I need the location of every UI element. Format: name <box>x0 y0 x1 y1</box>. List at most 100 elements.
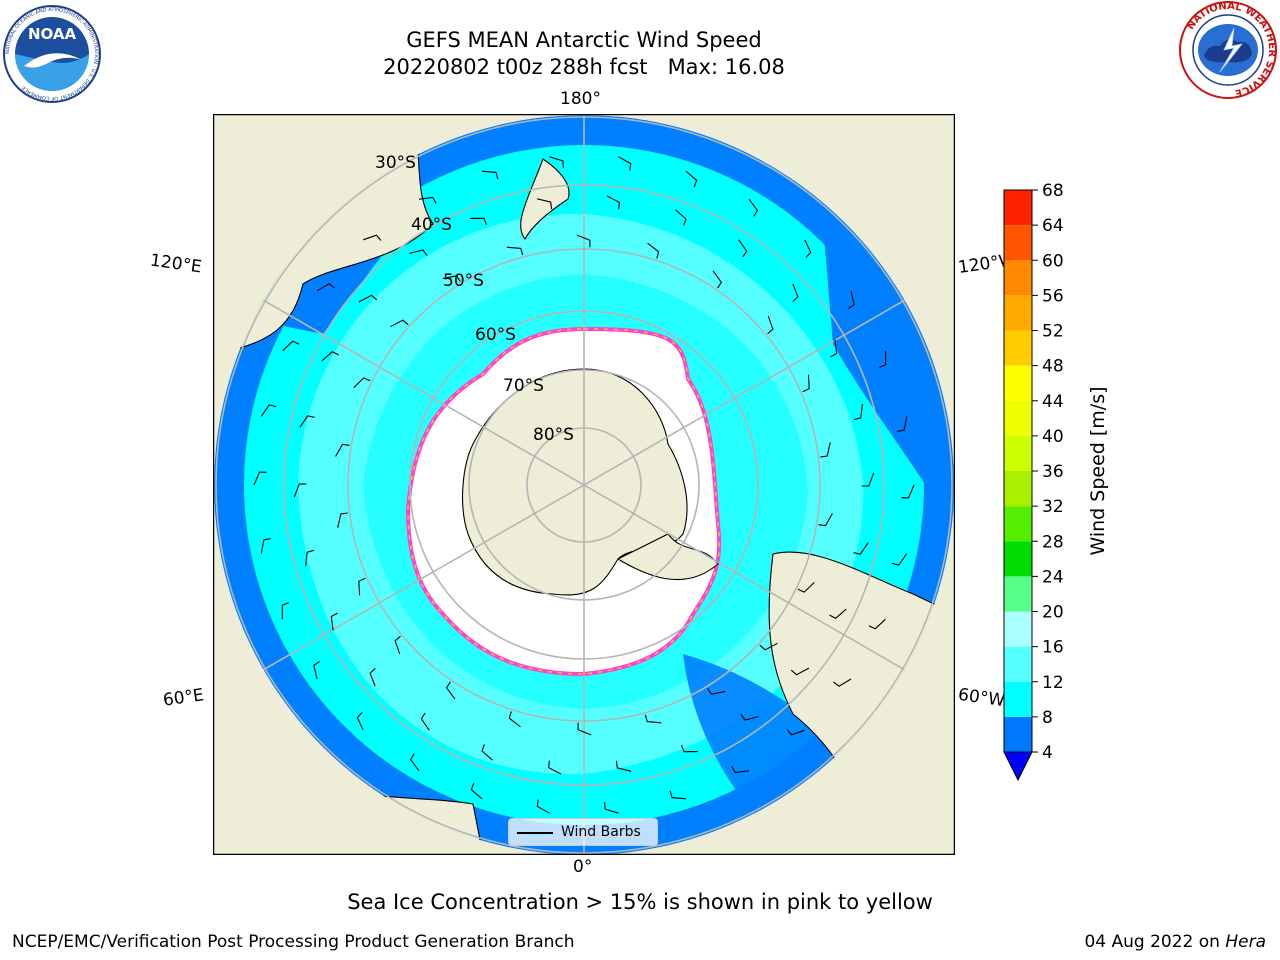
wind-barb <box>313 660 320 680</box>
footer-date: 04 Aug 2022 on <box>1084 932 1226 952</box>
lat-label-50s: 50°S <box>443 271 484 291</box>
antarctica-land <box>462 368 688 596</box>
wind-barb <box>606 195 620 210</box>
wind-barb <box>712 270 723 289</box>
wind-barb <box>330 612 338 631</box>
wind-barb <box>409 753 420 772</box>
wind-barb <box>707 688 726 695</box>
ocean-field <box>214 115 954 855</box>
map-border <box>213 114 955 855</box>
wind-barb <box>740 713 759 721</box>
wind-barb <box>260 404 277 417</box>
wind-barb <box>356 712 364 731</box>
wind-barb <box>853 542 869 555</box>
colorbar-band <box>1004 260 1032 296</box>
wind-barb <box>868 618 886 630</box>
colorbar-band <box>1004 506 1032 542</box>
wind-barb <box>604 802 619 814</box>
wind-barb <box>420 712 430 731</box>
wind-barb <box>748 198 759 217</box>
chart-title: GEFS MEAN Antarctic Wind Speed <box>406 28 762 52</box>
wind-barb <box>369 667 376 687</box>
wind-barb <box>358 294 378 303</box>
colorbar-band <box>1004 400 1032 436</box>
wind-barb <box>394 635 401 655</box>
wind-barb <box>293 483 307 498</box>
wind-barbs-legend: Wind Barbs <box>508 818 658 846</box>
wind-barb <box>818 513 833 527</box>
colorbar-band <box>1004 471 1032 507</box>
wind-barb <box>759 642 778 651</box>
graticule <box>215 115 953 855</box>
lon-label-180: 180° <box>560 89 601 109</box>
wind-barb <box>253 471 267 486</box>
wind-barb <box>299 415 315 428</box>
wind-barb <box>786 729 805 736</box>
colorbar-band <box>1004 330 1032 366</box>
wind-barb <box>669 790 687 800</box>
wind-barb <box>680 745 699 753</box>
wind-barb <box>353 377 371 388</box>
wind-barb <box>731 766 750 774</box>
wind-barb <box>833 678 852 687</box>
lon-label-60e: 60°E <box>161 685 206 711</box>
colorbar-band <box>1004 541 1032 577</box>
wind-barb <box>481 170 499 180</box>
wind-barb <box>802 374 810 393</box>
wind-barb <box>282 340 300 352</box>
colorbar-band <box>1004 716 1032 752</box>
wind-barb <box>548 760 562 775</box>
footer-date-machine: 04 Aug 2022 on Hera <box>1084 932 1266 952</box>
wind-barb <box>615 760 632 772</box>
wind-barb <box>358 577 366 596</box>
wind-barb <box>316 283 335 292</box>
colorbar-band <box>1004 190 1032 226</box>
lat-label-80s: 80°S <box>533 425 574 445</box>
wind-barb <box>685 170 698 188</box>
colorbar-tick-label: 16 <box>1042 638 1064 658</box>
colorbar-label: Wind Speed [m/s] <box>1087 386 1109 556</box>
lon-label-0: 0° <box>573 857 593 877</box>
wind-barbs <box>253 156 915 814</box>
wind-barb <box>470 782 483 800</box>
wind-barb <box>536 799 550 814</box>
wind-barb <box>830 339 838 358</box>
wind-barb <box>337 512 348 528</box>
wind-barb <box>335 443 350 457</box>
legend-label: Wind Barbs <box>561 824 641 840</box>
colorbar-band <box>1004 225 1032 261</box>
wind-barb <box>305 549 315 567</box>
wind-barb <box>508 711 521 728</box>
wind-barb <box>829 608 847 619</box>
nws-logo: NATIONAL WEATHER SERVICE <box>1179 1 1277 99</box>
wind-barb <box>549 156 564 168</box>
colorbar-tick-label: 44 <box>1042 392 1064 412</box>
wind-barb <box>445 681 456 700</box>
wind-barb <box>901 484 915 499</box>
wind-barb <box>576 234 591 248</box>
wind-barb <box>848 290 855 310</box>
colorbar-tick-label: 36 <box>1042 462 1064 482</box>
wind-barb <box>820 442 831 458</box>
wind-barb <box>790 667 810 676</box>
colorbar-band <box>1004 646 1032 682</box>
wind-barb <box>536 198 553 210</box>
colorbar-band <box>1004 365 1032 401</box>
wind-barb <box>618 156 632 171</box>
colorbar-bands <box>1003 189 1033 782</box>
colorbar-tick-label: 4 <box>1042 743 1053 763</box>
colorbar-tick-label: 64 <box>1042 216 1064 236</box>
colorbar-band <box>1004 681 1032 717</box>
lon-label-120e: 120°E <box>148 250 203 278</box>
wind-barb <box>767 315 774 335</box>
wind-barb <box>321 351 339 362</box>
wind-barb <box>363 234 382 241</box>
new-zealand-land <box>520 158 570 240</box>
wind-barb <box>861 472 875 487</box>
colorbar-tick-label: 60 <box>1042 251 1064 271</box>
wind-barb <box>260 538 271 554</box>
wind-barb <box>647 242 660 259</box>
wind-barb <box>469 217 488 225</box>
wind-barb <box>897 416 908 432</box>
sea-ice-caption: Sea Ice Concentration > 15% is shown in … <box>347 890 933 914</box>
